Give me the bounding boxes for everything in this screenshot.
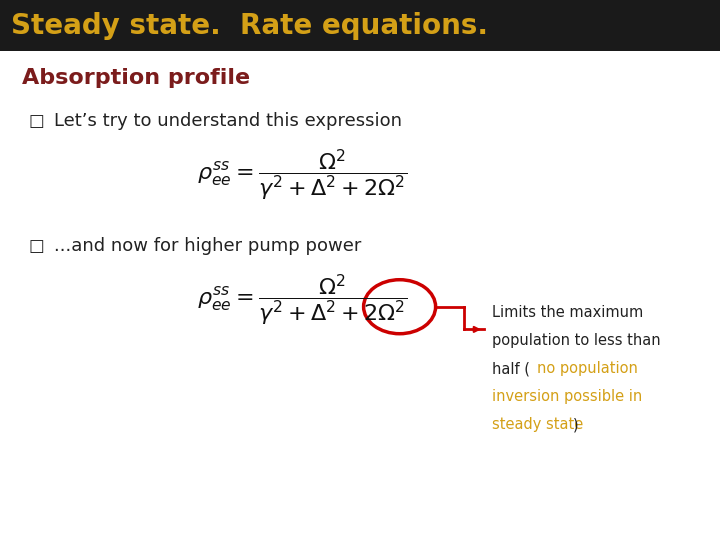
Text: □: □ [29, 112, 45, 131]
Text: $\rho_{ee}^{ss} = \dfrac{\Omega^2}{\gamma^2 + \Delta^2 + 2\Omega^2}$: $\rho_{ee}^{ss} = \dfrac{\Omega^2}{\gamm… [197, 272, 408, 328]
Text: □: □ [29, 237, 45, 255]
Text: ): ) [573, 417, 579, 433]
Text: steady state: steady state [492, 417, 584, 433]
Text: $\rho_{ee}^{ss} = \dfrac{\Omega^2}{\gamma^2 + \Delta^2 + 2\Omega^2}$: $\rho_{ee}^{ss} = \dfrac{\Omega^2}{\gamm… [197, 147, 408, 204]
Text: Absorption profile: Absorption profile [22, 68, 250, 89]
Text: ...and now for higher pump power: ...and now for higher pump power [54, 237, 361, 255]
Text: half (: half ( [492, 361, 531, 376]
Text: no population: no population [537, 361, 638, 376]
Text: Steady state.  Rate equations.: Steady state. Rate equations. [11, 12, 488, 40]
Text: inversion possible in: inversion possible in [492, 389, 643, 404]
Text: Limits the maximum: Limits the maximum [492, 305, 644, 320]
FancyBboxPatch shape [0, 0, 720, 51]
Text: population to less than: population to less than [492, 333, 661, 348]
Text: Let’s try to understand this expression: Let’s try to understand this expression [54, 112, 402, 131]
